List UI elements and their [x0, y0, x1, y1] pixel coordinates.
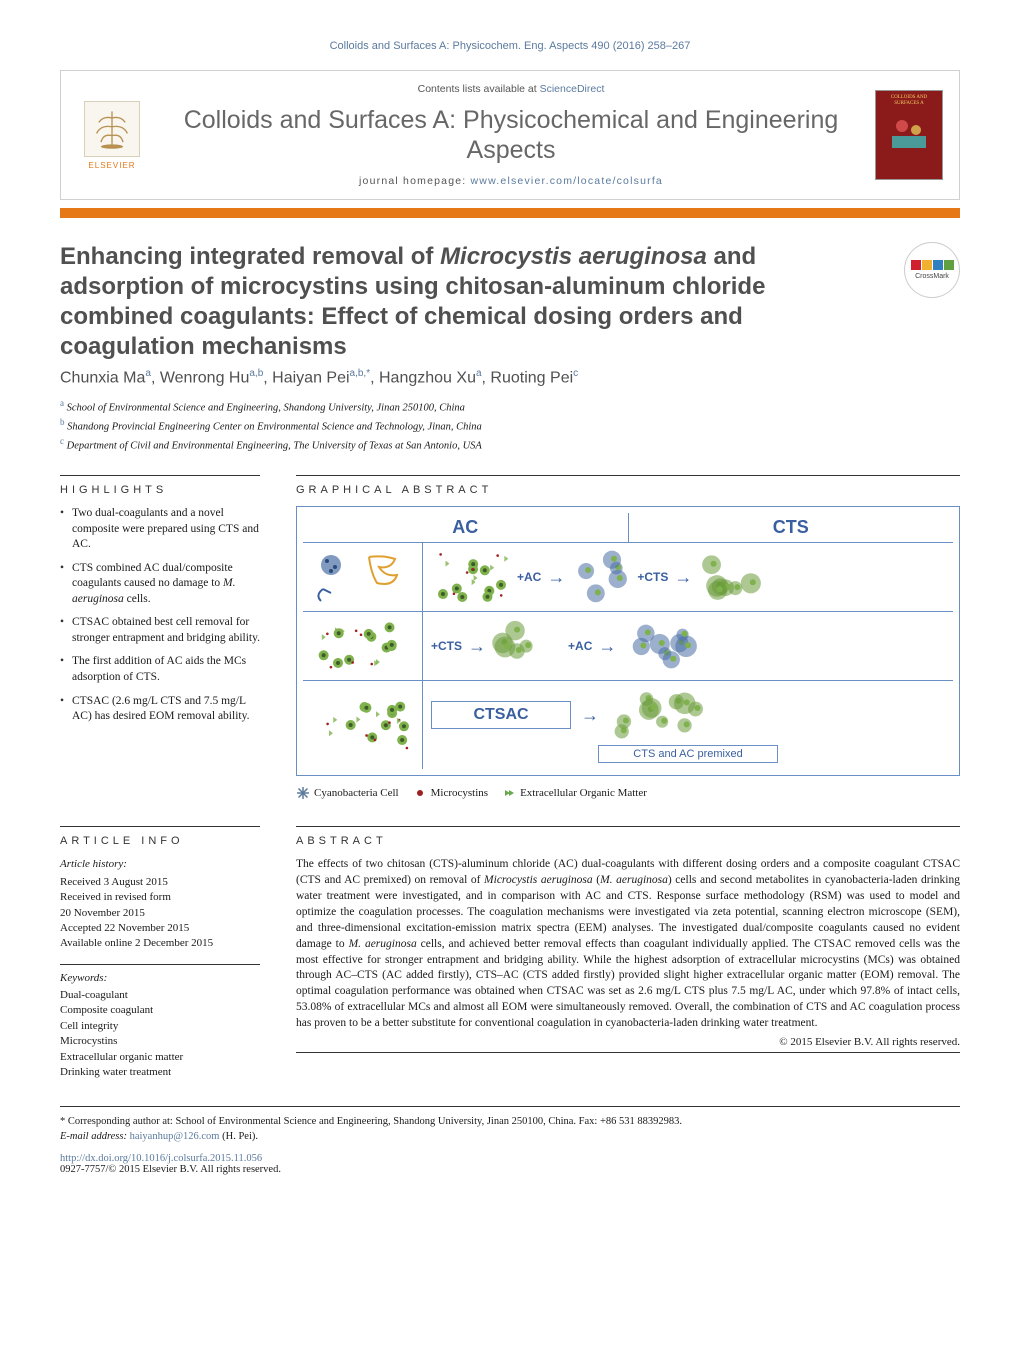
corresponding-text: * Corresponding author at: School of Env… — [60, 1115, 960, 1130]
highlights-section: HIGHLIGHTS Two dual-coagulants and a nov… — [60, 475, 260, 800]
issn-line: 0927-7757/© 2015 Elsevier B.V. All right… — [60, 1164, 281, 1175]
ga-water-sample-icon — [313, 618, 413, 674]
ga-heading: GRAPHICAL ABSTRACT — [296, 475, 960, 496]
cover-title: COLLOIDS AND SURFACES A — [880, 95, 938, 106]
elsevier-tree-icon — [84, 101, 140, 157]
ga-row1-cell — [303, 543, 423, 611]
cover-graphic-icon — [884, 106, 934, 156]
highlight-item: CTSAC (2.6 mg/L CTS and 7.5 mg/L AC) has… — [60, 694, 260, 725]
corresponding-email-link[interactable]: haiyanhup@126.com — [130, 1131, 220, 1142]
author-list: Chunxia Maa, Wenrong Hua,b, Haiyan Peia,… — [60, 368, 960, 387]
abstract-text: The effects of two chitosan (CTS)-alumin… — [296, 857, 960, 1031]
ga-row1-step1: +AC — [517, 570, 541, 584]
abstract-bottom-rule — [296, 1052, 960, 1053]
title-pre: Enhancing integrated removal of — [60, 243, 440, 270]
orange-divider — [60, 208, 960, 218]
ga-row2-cell — [303, 612, 423, 680]
abstract-section: ABSTRACT The effects of two chitosan (CT… — [296, 826, 960, 1080]
ga-row1-flow: +AC → +CTS → — [423, 543, 953, 611]
ga-floc-icon — [622, 618, 712, 674]
ga-figure: AC CTS +AC → — [296, 506, 960, 776]
elsevier-logo: ELSEVIER — [77, 95, 147, 175]
contents-available: Contents lists available at ScienceDirec… — [165, 83, 857, 95]
elsevier-wordmark: ELSEVIER — [88, 161, 135, 170]
ga-premixed-label: CTS and AC premixed — [598, 745, 778, 763]
highlights-heading: HIGHLIGHTS — [60, 475, 260, 496]
title-species: Microcystis aeruginosa — [440, 243, 707, 270]
ga-floc-icon — [698, 549, 768, 605]
affiliations: a School of Environmental Science and En… — [60, 397, 960, 453]
ga-water-sample-icon — [431, 549, 511, 605]
ga-legend: Cyanobacteria Cell Microcystins Extracellu… — [296, 786, 960, 800]
crossmark-badge[interactable]: CrossMark — [904, 242, 960, 298]
ga-intermediate-icon — [492, 618, 562, 674]
ga-row3-flow: CTSAC → CTS and AC premixed — [423, 681, 953, 769]
ga-row2-flow: +CTS → +AC → — [423, 612, 953, 680]
contents-prefix: Contents lists available at — [418, 83, 540, 95]
ga-row2-step1: +CTS — [431, 639, 462, 653]
arrow-icon: → — [674, 567, 692, 588]
arrow-icon: → — [581, 705, 599, 726]
ga-header-cts: CTS — [629, 513, 954, 543]
crossmark-label: CrossMark — [915, 273, 949, 280]
article-info-section: ARTICLE INFO Article history: Received 3… — [60, 826, 260, 1080]
homepage-prefix: journal homepage: — [359, 175, 471, 187]
email-author: (H. Pei). — [219, 1131, 258, 1142]
arrow-icon: → — [598, 636, 616, 657]
highlight-item: CTS combined AC dual/composite coagulant… — [60, 561, 260, 608]
ga-row2-step2: +AC — [568, 639, 592, 653]
doi-block: http://dx.doi.org/10.1016/j.colsurfa.201… — [60, 1153, 960, 1175]
ga-ctsac-label: CTSAC — [431, 701, 571, 729]
ga-header-ac: AC — [303, 513, 629, 543]
ga-coagulant-icon — [313, 549, 413, 605]
arrow-icon: → — [547, 567, 565, 588]
ga-floc-icon — [609, 687, 719, 743]
ga-water-sample-icon — [313, 697, 413, 753]
keywords-heading: Keywords: — [60, 971, 260, 986]
running-head: Colloids and Surfaces A: Physicochem. En… — [60, 40, 960, 52]
ga-row1-step2: +CTS — [637, 570, 668, 584]
journal-cover-thumbnail: COLLOIDS AND SURFACES A — [875, 90, 943, 180]
legend-item: Microcystins — [413, 786, 488, 800]
highlight-item: Two dual-coagulants and a novel composit… — [60, 506, 260, 553]
info-divider — [60, 964, 260, 965]
legend-item: Extracellular Organic Matter — [502, 786, 647, 800]
ga-intermediate-icon — [571, 549, 631, 605]
highlight-item: The first addition of AC aids the MCs ad… — [60, 654, 260, 685]
copyright-line: © 2015 Elsevier B.V. All rights reserved… — [296, 1036, 960, 1048]
ga-row3-cell — [303, 681, 423, 769]
keywords-list: Dual-coagulantComposite coagulantCell in… — [60, 988, 260, 1080]
journal-homepage: journal homepage: www.elsevier.com/locat… — [165, 175, 857, 187]
legend-item: Cyanobacteria Cell — [296, 786, 399, 800]
journal-header: ELSEVIER Contents lists available at Sci… — [60, 70, 960, 200]
abstract-heading: ABSTRACT — [296, 826, 960, 847]
crossmark-icon — [911, 260, 954, 270]
article-info-heading: ARTICLE INFO — [60, 826, 260, 847]
email-label: E-mail address: — [60, 1131, 130, 1142]
journal-name: Colloids and Surfaces A: Physicochemical… — [165, 105, 857, 165]
highlight-item: CTSAC obtained best cell removal for str… — [60, 615, 260, 646]
highlights-list: Two dual-coagulants and a novel composit… — [60, 506, 260, 724]
article-title: Enhancing integrated removal of Microcys… — [60, 242, 884, 362]
homepage-link[interactable]: www.elsevier.com/locate/colsurfa — [471, 175, 663, 187]
doi-link[interactable]: http://dx.doi.org/10.1016/j.colsurfa.201… — [60, 1153, 262, 1164]
arrow-icon: → — [468, 636, 486, 657]
graphical-abstract-section: GRAPHICAL ABSTRACT AC CTS — [296, 475, 960, 800]
corresponding-author: * Corresponding author at: School of Env… — [60, 1115, 960, 1144]
history-heading: Article history: — [60, 857, 260, 872]
sciencedirect-link[interactable]: ScienceDirect — [540, 83, 605, 95]
footer-rule — [60, 1106, 960, 1107]
article-dates: Received 3 August 2015Received in revise… — [60, 875, 260, 952]
